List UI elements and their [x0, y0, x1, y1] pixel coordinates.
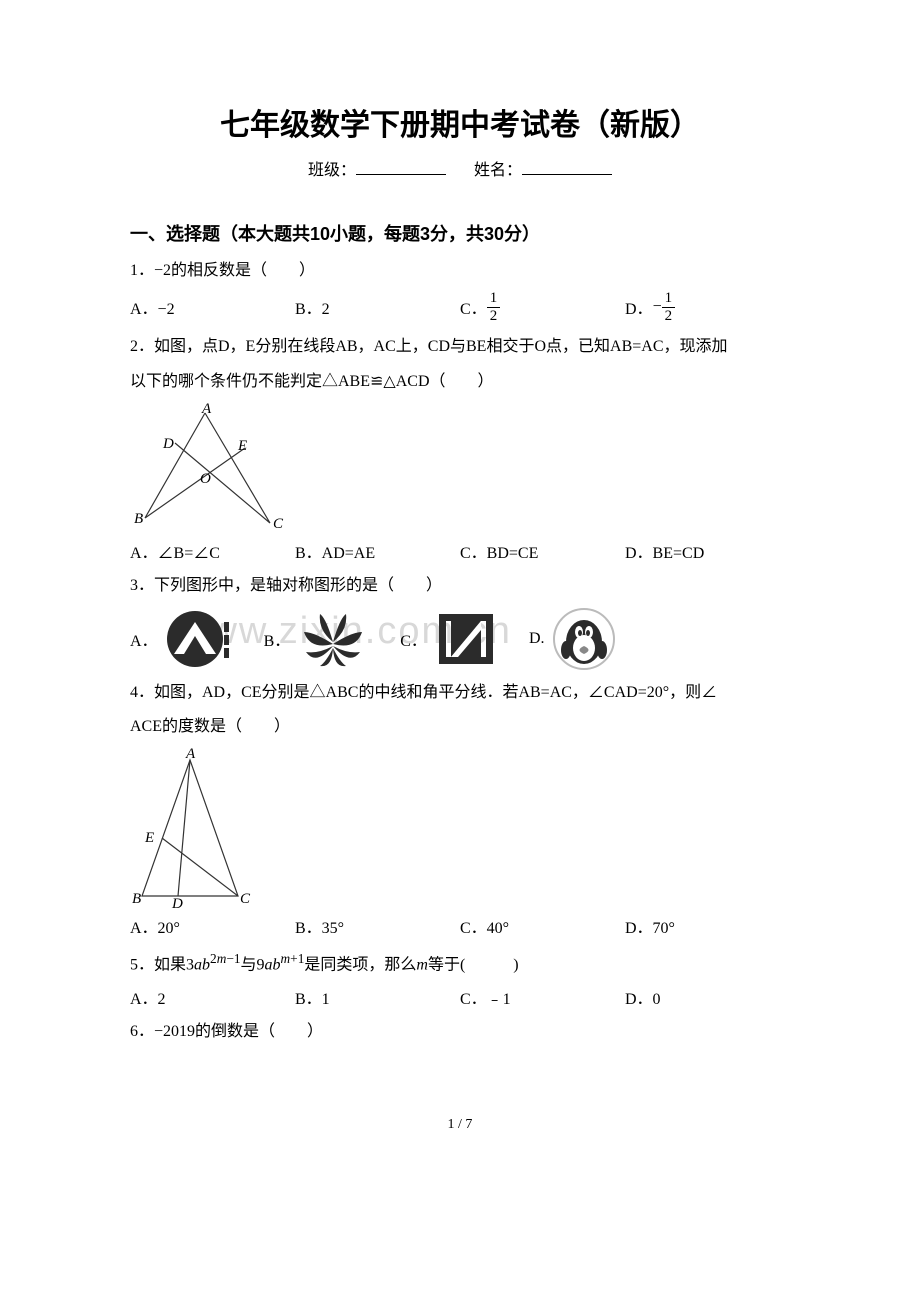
q2-choice-d: D．BE=CD	[625, 539, 790, 563]
svg-text:O: O	[200, 471, 211, 487]
class-label: 班级：	[308, 162, 356, 179]
q5-choice-d: D．0	[625, 985, 790, 1009]
fraction-icon: 12	[662, 290, 676, 324]
q5-part-b: 与9	[241, 957, 265, 974]
svg-text:D: D	[171, 896, 183, 908]
q5-choice-a: A．2	[130, 985, 295, 1009]
q4-choice-d: D．70°	[625, 914, 790, 938]
page-number: 1 / 7	[130, 1117, 790, 1133]
q4-figure: A E B D C	[130, 748, 790, 908]
q5-part-d: 等于( )	[428, 957, 519, 974]
svg-text:A: A	[185, 748, 196, 762]
class-blank	[356, 159, 446, 175]
q2-choice-a: A．∠B=∠C	[130, 539, 295, 563]
q3-d-label: D.	[529, 630, 545, 648]
q5-choice-c: C．﹣1	[460, 985, 625, 1009]
q4-line2: ACE的度数是（ ）	[130, 712, 790, 742]
q3-choices: A． B．	[130, 608, 790, 670]
svg-text:C: C	[240, 891, 251, 907]
q5-choices: A．2 B．1 C．﹣1 D．0	[130, 985, 790, 1009]
svg-text:E: E	[237, 438, 247, 454]
q1-choice-d: D． − 12	[625, 290, 790, 324]
cmb-logo-icon	[164, 608, 234, 670]
subtitle-row: 班级： 姓名：	[130, 156, 790, 180]
q2-choice-b: B．AD=AE	[295, 539, 460, 563]
minus-sign: −	[653, 298, 662, 316]
q4-choice-a: A．20°	[130, 914, 295, 938]
q5-choice-b: B．1	[295, 985, 460, 1009]
q1-choice-b: B．2	[295, 290, 460, 324]
geometric-logo-icon	[433, 608, 499, 670]
q3-b-label: B．	[264, 627, 291, 651]
svg-text:E: E	[144, 830, 154, 846]
q4-choice-c: C．40°	[460, 914, 625, 938]
q3-text: 3．下列图形中，是轴对称图形的是（ ）	[130, 571, 790, 601]
q6-text: 6．−2019的倒数是（ ）	[130, 1017, 790, 1047]
q5-part-c: 是同类项，那么	[304, 957, 416, 974]
triangle-median-icon: A E B D C	[130, 748, 260, 908]
qq-penguin-logo-icon	[551, 608, 617, 670]
q4-choice-b: B．35°	[295, 914, 460, 938]
q2-line1: 2．如图，点D，E分别在线段AB，AC上，CD与BE相交于O点，已知AB=AC，…	[130, 332, 790, 362]
name-label: 姓名：	[474, 162, 522, 179]
fraction-icon: 12	[487, 290, 501, 324]
q1-c-label: C．	[460, 295, 487, 319]
q1-choices: A．−2 B．2 C． 12 D． − 12	[130, 290, 790, 324]
svg-text:B: B	[132, 891, 141, 907]
section-heading-1: 一、选择题（本大题共10小题，每题3分，共30分）	[130, 220, 790, 246]
q3-c-label: C．	[400, 627, 427, 651]
q1-choice-a: A．−2	[130, 290, 295, 324]
svg-text:B: B	[134, 511, 143, 527]
page-title: 七年级数学下册期中考试卷（新版）	[130, 100, 790, 144]
triangle-diagram-icon: A D E O B C	[130, 403, 290, 533]
q2-choices: A．∠B=∠C B．AD=AE C．BD=CE D．BE=CD	[130, 539, 790, 563]
q3-a-label: A．	[130, 627, 158, 651]
name-blank	[522, 159, 612, 175]
q4-line1: 4．如图，AD，CE分别是△ABC的中线和角平分线．若AB=AC，∠CAD=20…	[130, 678, 790, 708]
q5-text: 5．如果3ab2m−1与9abm+1是同类项，那么m等于( )	[130, 946, 790, 981]
svg-text:A: A	[201, 403, 212, 417]
q5-part-a: 5．如果3	[130, 957, 194, 974]
svg-text:D: D	[162, 436, 174, 452]
svg-text:C: C	[273, 516, 284, 532]
q2-choice-c: C．BD=CE	[460, 539, 625, 563]
q2-line2: 以下的哪个条件仍不能判定△ABE≌△ACD（ ）	[130, 367, 790, 397]
q1-text: 1．−2的相反数是（ ）	[130, 256, 790, 286]
q4-choices: A．20° B．35° C．40° D．70°	[130, 914, 790, 938]
q1-d-label: D．	[625, 295, 653, 319]
huawei-logo-icon	[296, 608, 370, 670]
q2-figure: A D E O B C	[130, 403, 790, 533]
q1-choice-c: C． 12	[460, 290, 625, 324]
